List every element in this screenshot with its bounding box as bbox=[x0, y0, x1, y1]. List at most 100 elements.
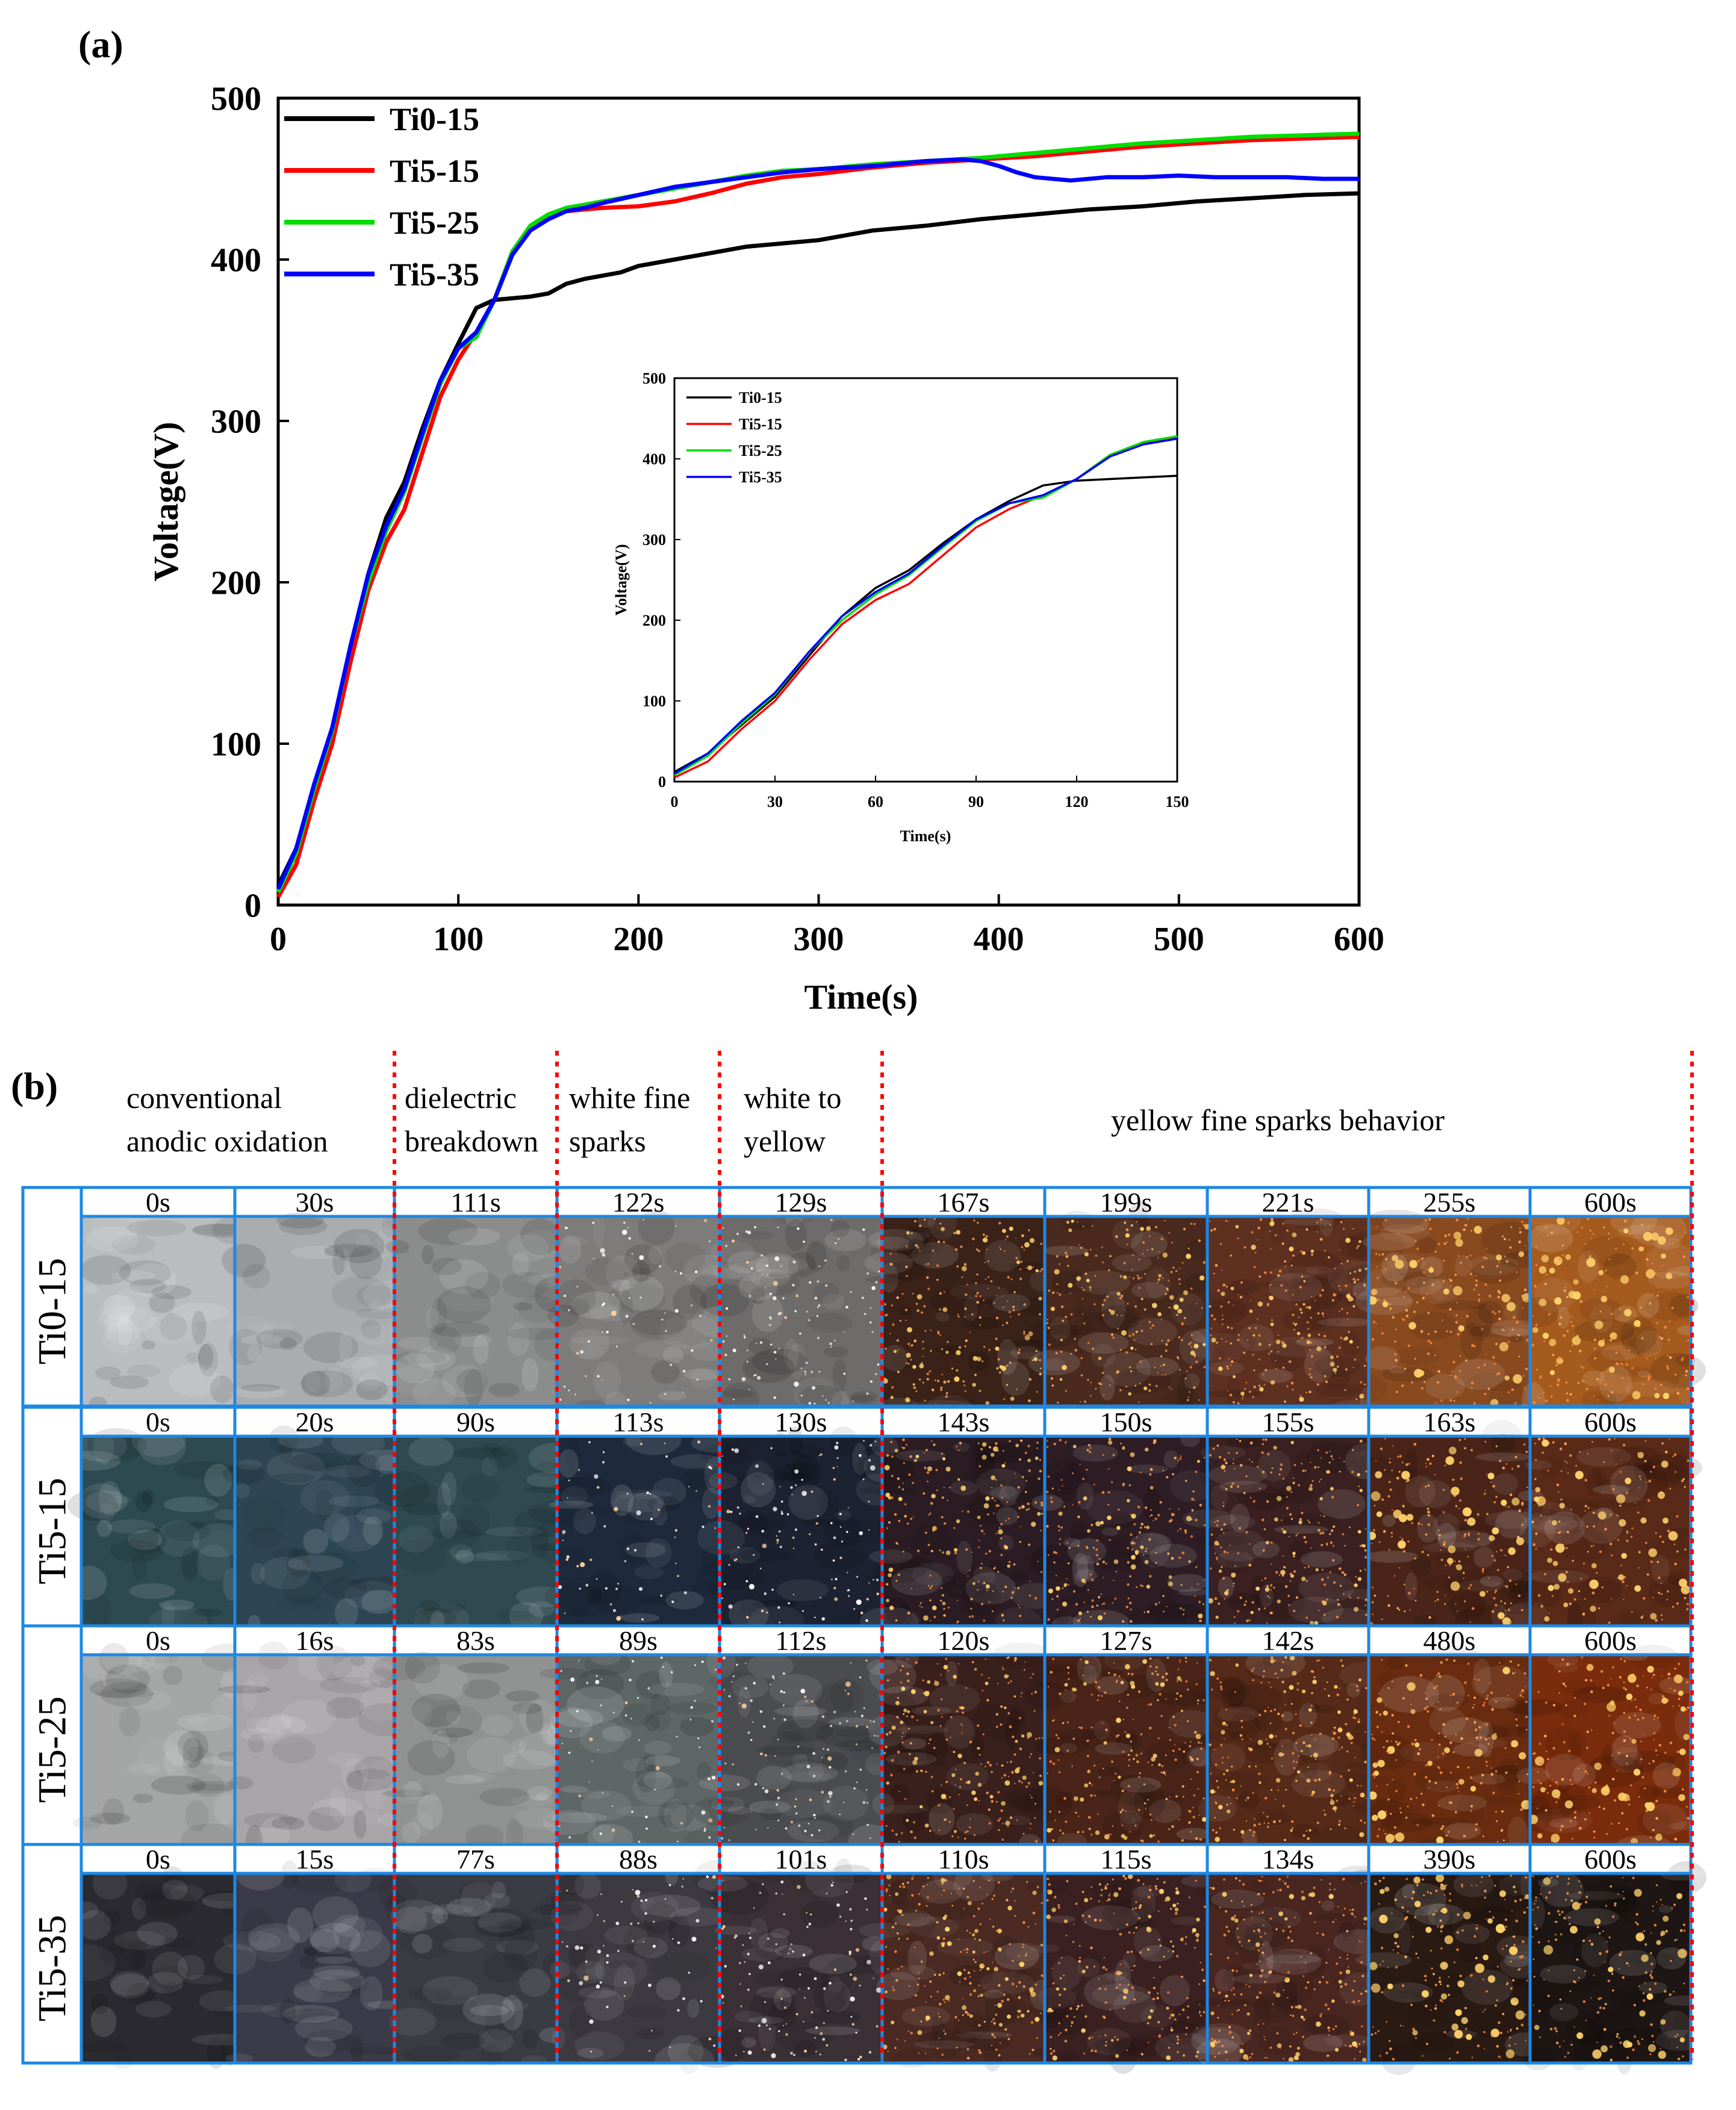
spark-dot bbox=[1136, 1536, 1138, 1538]
spark-dot bbox=[1631, 1247, 1634, 1250]
spark-dot bbox=[683, 1591, 687, 1595]
spark-dot bbox=[997, 1819, 1000, 1822]
spark-dot bbox=[1588, 1255, 1592, 1259]
spark-dot bbox=[794, 1310, 797, 1312]
spark-dot bbox=[1171, 1825, 1174, 1828]
spark-dot bbox=[1339, 1820, 1341, 1822]
spark-dot bbox=[901, 1687, 906, 1691]
spark-dot bbox=[956, 1519, 960, 1523]
spark-dot bbox=[921, 1607, 923, 1608]
panel-a-label: (a) bbox=[78, 23, 123, 66]
spark-dot bbox=[1072, 1737, 1075, 1740]
spark-dot bbox=[1125, 1386, 1127, 1387]
spark-dot bbox=[1681, 1480, 1684, 1483]
image-background bbox=[557, 1436, 720, 1626]
spark-dot bbox=[1511, 1498, 1520, 1506]
spark-dot bbox=[1566, 1399, 1569, 1402]
surface-texture bbox=[418, 1217, 478, 1245]
spark-dot bbox=[1171, 1388, 1172, 1390]
spark-dot bbox=[1226, 1803, 1228, 1806]
spark-dot bbox=[580, 1562, 585, 1567]
surface-texture bbox=[1587, 1349, 1626, 1371]
surface-texture bbox=[1425, 1374, 1465, 1399]
spark-dot bbox=[671, 1601, 674, 1604]
spark-dot bbox=[1018, 1313, 1021, 1316]
spark-dot bbox=[1555, 1263, 1559, 1266]
spark-dot bbox=[890, 1396, 894, 1399]
spark-dot bbox=[780, 1500, 783, 1503]
spark-dot bbox=[1660, 1337, 1664, 1340]
spark-dot bbox=[1134, 1542, 1136, 1545]
spark-dot bbox=[1330, 1541, 1333, 1544]
spark-dot bbox=[1271, 1542, 1273, 1544]
surface-texture bbox=[929, 1684, 980, 1714]
spark-dot bbox=[1284, 1656, 1287, 1659]
surface-texture bbox=[173, 1461, 234, 1479]
spark-dot bbox=[1324, 1224, 1326, 1226]
spark-dot bbox=[912, 1292, 914, 1295]
spark-dot bbox=[949, 1486, 951, 1489]
surface-texture bbox=[869, 1549, 913, 1564]
image-background bbox=[1530, 1436, 1691, 1626]
spark-dot bbox=[1608, 1258, 1610, 1260]
surface-texture bbox=[107, 1496, 133, 1504]
spark-dot bbox=[1333, 1581, 1336, 1584]
spark-dot bbox=[888, 1573, 892, 1578]
spark-dot bbox=[786, 1513, 789, 1516]
surface-texture bbox=[163, 1496, 219, 1513]
spark-dot bbox=[1157, 1278, 1161, 1281]
spark-dot bbox=[1101, 1304, 1104, 1306]
surface-texture bbox=[547, 1304, 579, 1327]
spark-dot bbox=[1330, 1487, 1334, 1491]
spark-dot bbox=[1449, 1279, 1452, 1282]
spark-dot bbox=[1348, 1769, 1350, 1772]
surface-texture bbox=[746, 1461, 774, 1496]
spark-dot bbox=[1186, 1720, 1189, 1722]
spark-dot bbox=[1168, 1280, 1169, 1282]
spark-dot bbox=[1603, 1226, 1605, 1228]
spark-dot bbox=[1172, 1513, 1175, 1516]
surface-texture bbox=[749, 1268, 791, 1287]
spark-dot bbox=[1501, 1293, 1510, 1302]
spark-dot bbox=[939, 1549, 941, 1552]
surface-texture bbox=[1128, 1202, 1150, 1235]
spark-dot bbox=[1253, 1824, 1256, 1827]
spark-dot bbox=[777, 1820, 780, 1822]
spark-dot bbox=[897, 1349, 899, 1351]
spark-dot bbox=[1302, 1469, 1305, 1472]
spark-dot bbox=[936, 1264, 939, 1267]
spark-dot bbox=[1079, 1617, 1081, 1619]
spark-dot bbox=[1176, 1692, 1179, 1695]
spark-dot bbox=[1157, 1737, 1160, 1739]
spark-dot bbox=[1358, 1269, 1361, 1272]
spark-dot bbox=[1460, 1262, 1462, 1264]
spark-dot bbox=[1661, 1442, 1664, 1445]
spark-dot bbox=[1122, 1446, 1125, 1450]
surface-texture bbox=[1577, 1576, 1623, 1604]
spark-dot bbox=[1339, 1457, 1341, 1458]
spark-dot bbox=[1130, 1564, 1136, 1570]
spark-dot bbox=[808, 1319, 810, 1322]
spark-dot bbox=[1018, 1458, 1022, 1461]
spark-dot bbox=[1097, 1699, 1099, 1701]
spark-dot bbox=[1046, 1525, 1049, 1528]
spark-dot bbox=[1133, 1758, 1135, 1760]
spark-dot bbox=[1010, 1816, 1012, 1819]
spark-dot bbox=[883, 1752, 886, 1755]
spark-dot bbox=[576, 1286, 579, 1288]
spark-dot bbox=[1387, 1495, 1390, 1498]
spark-dot bbox=[1179, 1369, 1181, 1371]
spark-dot bbox=[1501, 1499, 1507, 1506]
spark-dot bbox=[827, 1748, 829, 1751]
spark-dot bbox=[983, 1299, 985, 1302]
stage-label: conventional bbox=[126, 1081, 282, 1115]
spark-dot bbox=[1304, 1566, 1306, 1569]
spark-dot bbox=[1196, 1662, 1198, 1664]
spark-dot bbox=[1331, 1495, 1334, 1499]
spark-dot bbox=[889, 1605, 894, 1610]
spark-dot bbox=[1551, 1343, 1553, 1346]
spark-dot bbox=[1023, 1249, 1025, 1251]
spark-dot bbox=[953, 1808, 955, 1810]
surface-texture bbox=[520, 1218, 559, 1256]
spark-dot bbox=[1470, 1230, 1472, 1232]
